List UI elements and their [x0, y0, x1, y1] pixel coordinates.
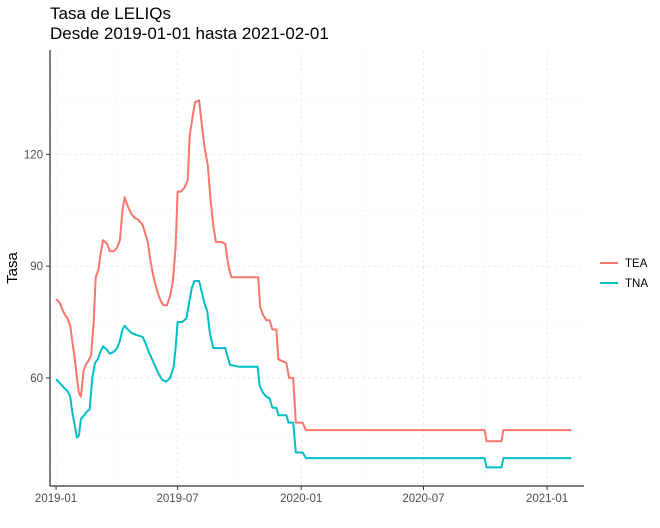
chart-title: Tasa de LELIQs: [50, 4, 171, 23]
minor-grid: [50, 50, 584, 486]
x-tick-label: 2021-01: [526, 493, 568, 505]
x-tick-label: 2020-07: [402, 493, 444, 505]
x-tick-label: 2020-01: [280, 493, 322, 505]
y-tick-label: 90: [30, 261, 43, 273]
y-tick-label: 120: [24, 149, 43, 161]
axes-layer: 60 90 120 2019-01 2019-07 2020-01 2020-07 2021-…: [24, 50, 584, 505]
y-axis-label: Tasa: [4, 252, 21, 284]
x-tick-label: 2019-01: [35, 493, 77, 505]
series-layer: [55, 99, 572, 469]
legend: TEA TNA: [600, 258, 648, 290]
legend-label-tna: TNA: [625, 278, 648, 290]
legend-label-tea: TEA: [625, 258, 648, 270]
series-line-tna: [55, 280, 572, 469]
series-line-tea: [55, 99, 572, 443]
chart-subtitle: Desde 2019-01-01 hasta 2021-02-01: [50, 24, 329, 43]
x-tick-label: 2019-07: [157, 493, 199, 505]
y-tick-label: 60: [30, 373, 43, 385]
major-grid: [50, 50, 584, 486]
